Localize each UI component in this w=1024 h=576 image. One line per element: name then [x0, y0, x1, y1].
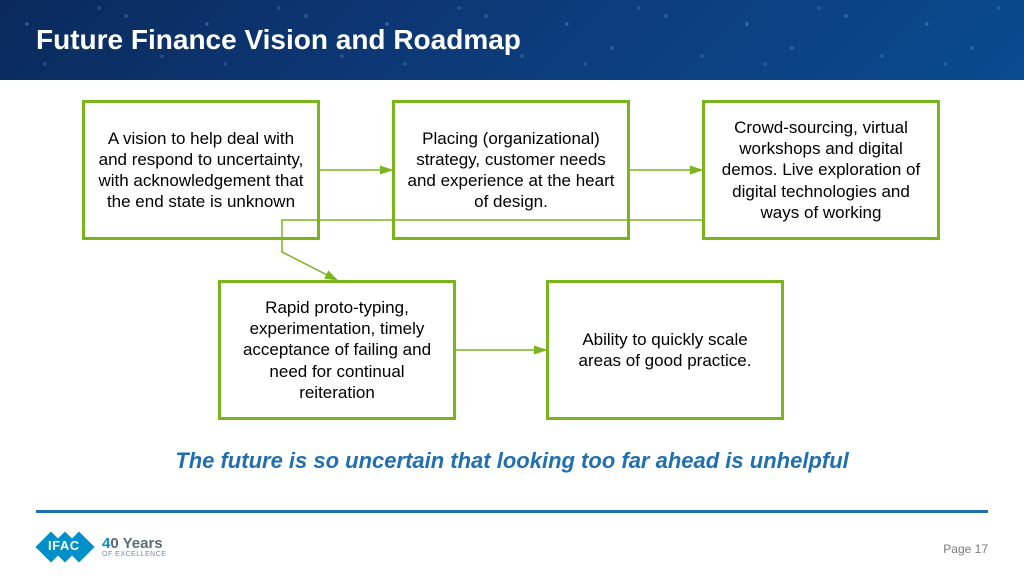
footer-divider	[36, 510, 988, 513]
years-suffix: 0 Years	[110, 535, 162, 552]
slide-title: Future Finance Vision and Roadmap	[36, 24, 521, 56]
flow-node-text: A vision to help deal with and respond t…	[95, 128, 307, 213]
slide-footer: IFAC 40 Years OF EXCELLENCE Page 17	[0, 510, 1024, 576]
flow-node-strategy: Placing (organizational) strategy, custo…	[392, 100, 630, 240]
flow-node-prototyping: Rapid proto-typing, experimentation, tim…	[218, 280, 456, 420]
flow-node-scale: Ability to quickly scale areas of good p…	[546, 280, 784, 420]
slide-header: Future Finance Vision and Roadmap	[0, 0, 1024, 80]
flow-node-crowdsourcing: Crowd-sourcing, virtual workshops and di…	[702, 100, 940, 240]
years-label: 40 Years OF EXCELLENCE	[102, 536, 166, 558]
logo-group: IFAC 40 Years OF EXCELLENCE	[40, 532, 166, 562]
tagline-text: The future is so uncertain that looking …	[0, 448, 1024, 474]
flow-node-vision: A vision to help deal with and respond t…	[82, 100, 320, 240]
flow-node-text: Rapid proto-typing, experimentation, tim…	[231, 297, 443, 403]
flow-node-text: Crowd-sourcing, virtual workshops and di…	[715, 117, 927, 223]
flow-node-text: Placing (organizational) strategy, custo…	[405, 128, 617, 213]
ifac-logo-text: IFAC	[48, 538, 80, 553]
page-number: Page 17	[943, 542, 988, 556]
ifac-logo: IFAC	[40, 532, 94, 562]
years-subtitle: OF EXCELLENCE	[102, 551, 166, 558]
flow-node-text: Ability to quickly scale areas of good p…	[559, 329, 771, 372]
diagram-area: A vision to help deal with and respond t…	[0, 80, 1024, 510]
